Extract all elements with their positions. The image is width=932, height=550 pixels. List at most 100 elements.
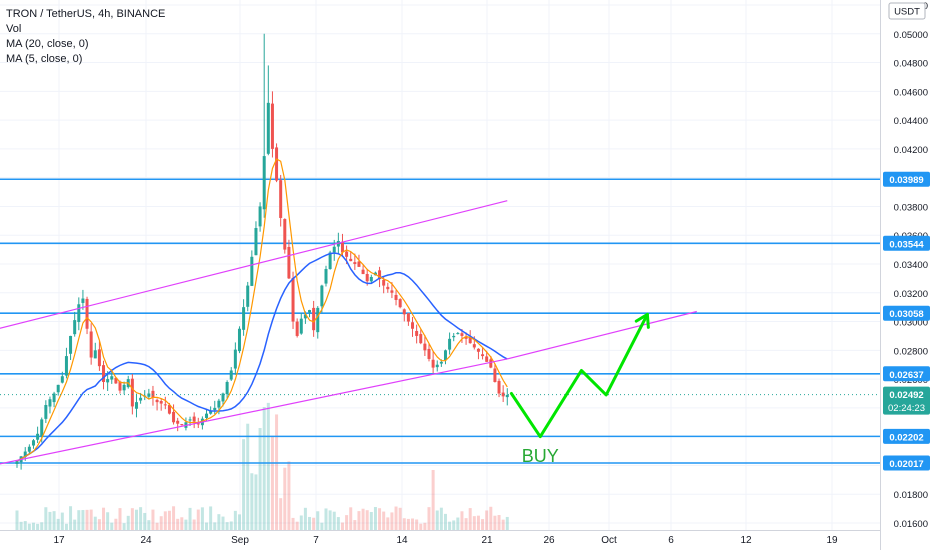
candle-body xyxy=(279,180,283,218)
volume-bar xyxy=(229,521,233,530)
candle-body xyxy=(196,423,200,425)
volume-bar xyxy=(134,509,138,530)
volume-bar xyxy=(36,523,40,530)
volume-bar xyxy=(217,514,221,530)
legend-ma5[interactable]: MA (5, close, 0) xyxy=(6,53,83,65)
volume-bar xyxy=(406,518,410,530)
candle-body xyxy=(349,258,353,262)
channel-line[interactable] xyxy=(0,200,508,331)
candle-body xyxy=(225,381,229,395)
y-tick-label: 0.04400 xyxy=(894,116,928,127)
volume-bar xyxy=(501,519,505,530)
volume-bar xyxy=(52,511,56,530)
time-axis-bg xyxy=(0,530,880,550)
candle-body xyxy=(402,309,406,315)
candle-body xyxy=(308,310,312,313)
candle-body xyxy=(390,290,394,293)
y-tick-label: 0.04200 xyxy=(894,145,928,156)
volume-bar xyxy=(233,510,237,530)
candle-body xyxy=(472,344,476,348)
volume-bar xyxy=(64,523,68,530)
volume-bar xyxy=(275,414,279,530)
y-tick-label: 0.03000 xyxy=(894,318,928,329)
y-tick-label: 0.01800 xyxy=(894,490,928,501)
candle-body xyxy=(89,331,93,358)
volume-bar xyxy=(266,402,270,530)
time-axis[interactable]: 17 24 Sep 7 14 21 26 Oct 6 12 19 xyxy=(0,530,880,550)
x-tick-label: 12 xyxy=(740,535,752,546)
volume-bar xyxy=(262,407,266,530)
volume-bar xyxy=(118,508,122,530)
volume-bar xyxy=(324,508,328,530)
candle-body xyxy=(431,359,435,368)
price-axis[interactable]: 0.016000.018000.020000.022000.024000.026… xyxy=(880,0,932,550)
volume-bar xyxy=(369,511,373,530)
volume-bar xyxy=(155,522,159,530)
projection-path[interactable] xyxy=(509,312,649,439)
candle-body xyxy=(229,370,233,380)
volume-bar xyxy=(386,517,390,530)
candle-body xyxy=(106,379,110,383)
level-price-tag xyxy=(883,171,930,187)
candle-body xyxy=(497,380,501,394)
candle-body xyxy=(85,298,89,329)
volume-bar xyxy=(97,519,101,530)
volume-bar xyxy=(147,520,151,530)
buy-annotation[interactable]: BUY xyxy=(522,446,559,466)
candle-body xyxy=(31,440,35,446)
legend-vol[interactable]: Vol xyxy=(6,23,22,35)
candle-body xyxy=(419,334,423,344)
channel-line[interactable] xyxy=(0,358,508,465)
volume-bar xyxy=(468,508,472,530)
y-tick-label: 0.03400 xyxy=(894,260,928,271)
y-tick-label: 0.03800 xyxy=(894,202,928,213)
volume-bar xyxy=(270,435,274,530)
candle-body xyxy=(27,446,31,452)
countdown-label: 02:24:23 xyxy=(888,403,925,414)
volume-bar xyxy=(254,474,258,530)
candle-body xyxy=(81,298,85,303)
legend-ma20[interactable]: MA (20, close, 0) xyxy=(6,38,89,50)
volume-bar xyxy=(167,510,171,530)
volume-bar xyxy=(184,519,188,530)
volume-bar xyxy=(126,515,130,530)
candle-body xyxy=(262,156,266,210)
candle-body xyxy=(159,401,163,404)
legend-symbol[interactable]: TRON / TetherUS, 4h, BINANCE xyxy=(6,8,166,20)
volume-bar xyxy=(452,520,456,530)
volume-bar xyxy=(110,522,114,530)
volume-bar xyxy=(279,498,283,530)
volume-bar xyxy=(303,507,307,530)
ma5-line xyxy=(16,158,508,462)
level-price-label: 0.02017 xyxy=(889,459,923,470)
candle-body xyxy=(242,307,246,330)
channel-line[interactable] xyxy=(507,310,697,360)
candle-body xyxy=(122,384,126,391)
candle-body xyxy=(209,410,213,414)
candle-body xyxy=(60,376,64,383)
candle-body xyxy=(188,419,192,421)
candle-body xyxy=(97,349,101,367)
candle-body xyxy=(378,270,382,280)
volume-bar xyxy=(291,517,295,530)
volume-bar xyxy=(398,507,402,530)
candle-body xyxy=(295,321,299,336)
candle-body xyxy=(320,285,324,307)
volume-bar xyxy=(456,517,460,530)
volume-bar xyxy=(176,518,180,530)
projection-arrowhead xyxy=(634,312,650,329)
volume-bar xyxy=(411,518,415,530)
candle-body xyxy=(93,350,97,359)
currency-badge[interactable] xyxy=(888,2,926,20)
candle-body xyxy=(291,277,295,322)
candle-body xyxy=(386,286,390,290)
volume-bar xyxy=(151,509,155,530)
volume-bar xyxy=(246,423,250,530)
volume-bar xyxy=(196,509,200,530)
volume-bar xyxy=(402,518,406,530)
volume-bar xyxy=(213,522,217,530)
candle-body xyxy=(213,407,217,411)
volume-bar xyxy=(460,511,464,530)
